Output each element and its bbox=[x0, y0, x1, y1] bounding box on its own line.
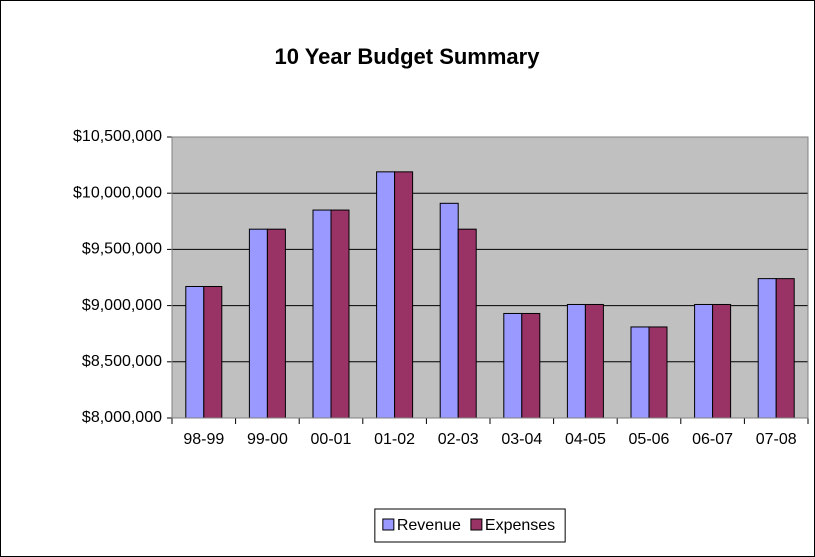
legend-label: Revenue bbox=[397, 517, 461, 534]
y-tick-label: $9,500,000 bbox=[82, 241, 162, 258]
bar bbox=[503, 312, 523, 419]
legend-swatch bbox=[382, 518, 395, 531]
x-tick-label: 98-99 bbox=[183, 431, 224, 448]
bar bbox=[694, 303, 714, 419]
bar bbox=[203, 285, 223, 419]
plot-border bbox=[171, 136, 809, 419]
bar bbox=[394, 171, 414, 419]
bar bbox=[521, 312, 541, 419]
y-tick-label: $10,500,000 bbox=[73, 128, 162, 145]
bar bbox=[457, 228, 477, 419]
bar bbox=[775, 278, 795, 419]
y-tick-label: $8,500,000 bbox=[82, 353, 162, 370]
bar bbox=[376, 171, 396, 419]
bar bbox=[648, 326, 668, 419]
bar bbox=[185, 285, 205, 419]
legend bbox=[374, 508, 566, 543]
x-tick-label: 07-08 bbox=[756, 431, 797, 448]
x-tick-label: 02-03 bbox=[438, 431, 479, 448]
bar bbox=[630, 326, 650, 419]
legend-label: Expenses bbox=[485, 517, 555, 534]
bar bbox=[584, 303, 604, 419]
bar bbox=[266, 228, 286, 419]
bar bbox=[439, 202, 459, 419]
y-tick-label: $9,000,000 bbox=[82, 297, 162, 314]
bar bbox=[757, 278, 777, 419]
x-tick-label: 99-00 bbox=[247, 431, 288, 448]
bar bbox=[712, 303, 732, 419]
x-tick-label: 05-06 bbox=[629, 431, 670, 448]
x-tick-label: 03-04 bbox=[501, 431, 542, 448]
legend-swatch bbox=[470, 518, 483, 531]
y-tick-label: $10,000,000 bbox=[73, 184, 162, 201]
bar bbox=[330, 209, 350, 419]
chart-title: 10 Year Budget Summary bbox=[275, 44, 541, 69]
bar bbox=[312, 209, 332, 419]
y-tick-label: $8,000,000 bbox=[82, 409, 162, 426]
x-tick-label: 04-05 bbox=[565, 431, 606, 448]
x-tick-label: 01-02 bbox=[374, 431, 415, 448]
x-tick-label: 00-01 bbox=[311, 431, 352, 448]
x-tick-label: 06-07 bbox=[692, 431, 733, 448]
bar bbox=[248, 228, 268, 419]
bar bbox=[566, 303, 586, 419]
